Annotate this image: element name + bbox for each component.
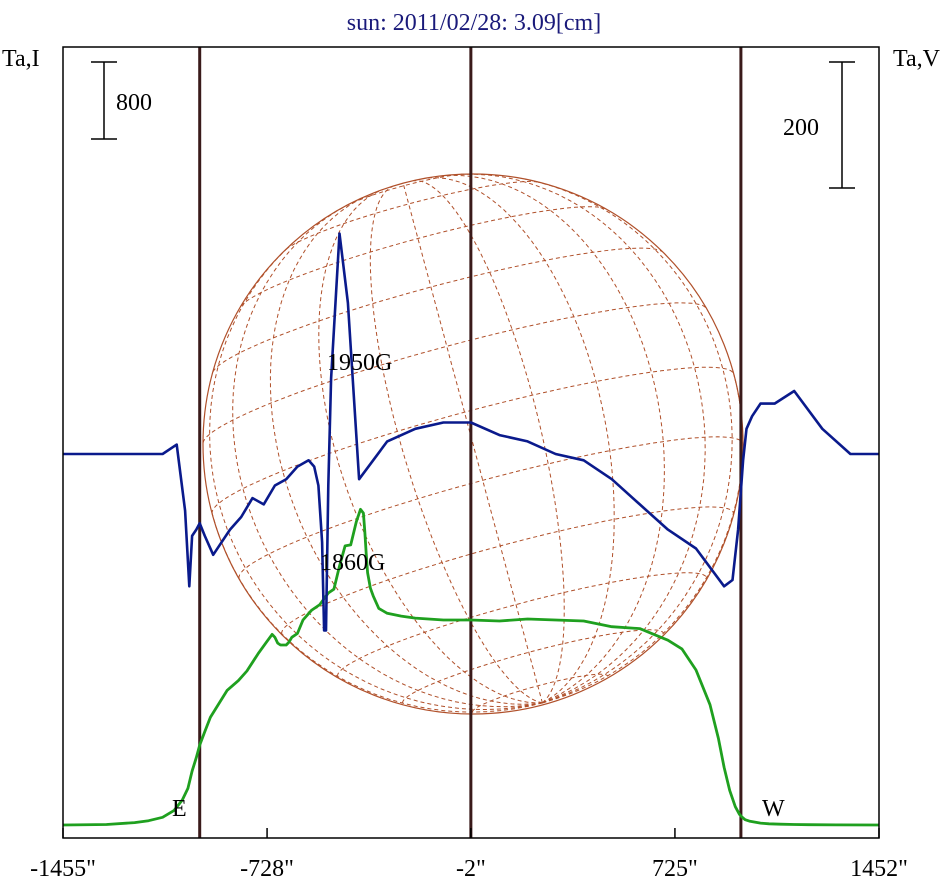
x-tick-label-2: -2" — [456, 856, 486, 882]
grid-line — [524, 178, 733, 704]
x-tick-label-0: -1455" — [30, 856, 96, 882]
solar-disk-grid — [202, 173, 744, 715]
grid-line — [232, 205, 543, 708]
grid-line — [472, 673, 608, 713]
scale-bar-left-label: 800 — [116, 90, 152, 116]
scale-bar-left — [91, 61, 117, 140]
grid-line — [240, 206, 606, 307]
x-tick-label-4: 1452" — [850, 856, 908, 882]
grid-line — [413, 180, 565, 704]
y-axis-right-label: Ta,V — [893, 46, 941, 72]
grid-line — [211, 366, 735, 514]
grid-line — [337, 572, 707, 677]
grid-line — [209, 239, 543, 711]
grid-line — [369, 185, 543, 704]
intensity-series-line — [62, 507, 880, 827]
grid-line — [202, 302, 707, 443]
grid-line — [212, 247, 663, 373]
y-axis-left-label: Ta,I — [2, 46, 40, 72]
grid-line — [423, 177, 615, 704]
grid-line — [346, 173, 464, 206]
scale-bar-right-label: 200 — [783, 115, 819, 141]
polarization-series-line — [63, 232, 879, 632]
grid-line — [463, 173, 706, 704]
chart-title: sun: 2011/02/28: 3.09[cm] — [347, 10, 601, 36]
x-tick-label-1: -728" — [240, 856, 294, 882]
annotation-1950g: 1950G — [327, 350, 392, 376]
grid-line — [269, 195, 543, 705]
limb-label-east: E — [172, 796, 187, 822]
scale-bar-right — [829, 61, 855, 189]
grid-line — [238, 436, 744, 579]
x-axis-ticks: -1455" -728" -2" 725" 1452" — [30, 828, 908, 882]
grid-line — [442, 174, 665, 704]
grid-line — [318, 189, 543, 704]
x-tick-label-3: 725" — [652, 856, 698, 882]
vertical-markers — [198, 47, 743, 838]
grid-line — [402, 183, 543, 704]
annotation-1860g: 1860G — [320, 550, 385, 576]
limb-label-west: W — [762, 796, 785, 822]
